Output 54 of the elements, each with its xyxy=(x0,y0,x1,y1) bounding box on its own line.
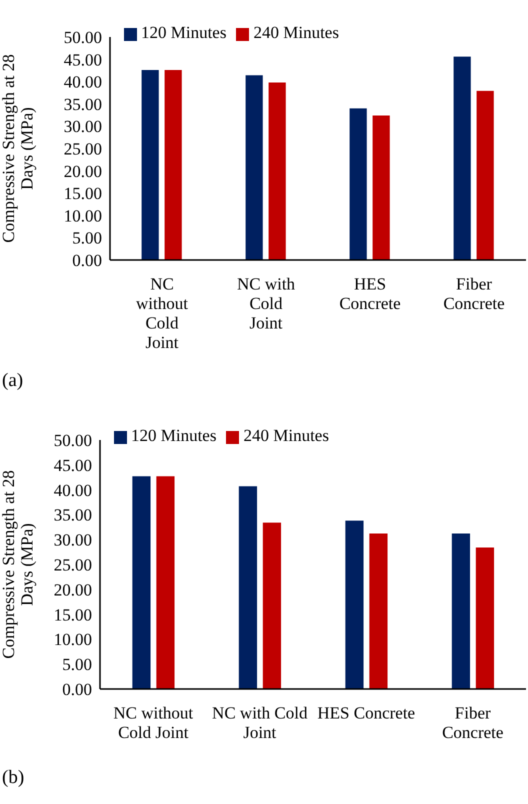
text: (a) xyxy=(2,370,24,392)
y-tick-label: 10.00 xyxy=(64,206,102,226)
y-axis-title: Compressive Strength at 28 Days (MPa) xyxy=(0,54,37,243)
bar xyxy=(368,532,388,689)
x-tick-label: Fiber Concrete xyxy=(443,274,505,313)
bar xyxy=(262,522,282,689)
bar xyxy=(140,69,160,260)
y-tick-label: 35.00 xyxy=(64,94,102,114)
bar xyxy=(156,475,176,689)
bar xyxy=(268,82,287,260)
bar xyxy=(164,69,183,260)
y-tick-label: 10.00 xyxy=(54,630,92,650)
y-tick-label: 50.00 xyxy=(64,28,102,48)
bar xyxy=(475,546,495,689)
y-tick-label: 5.00 xyxy=(72,228,102,248)
y-axis-title: Compressive Strength at 28 Days (MPa) xyxy=(0,470,37,659)
y-tick-label: 40.00 xyxy=(64,72,102,92)
legend-label: 120 Minutes xyxy=(131,426,216,445)
x-tick-label: NC with Cold Joint xyxy=(236,274,296,332)
bar xyxy=(344,520,364,689)
y-tick-label: 25.00 xyxy=(64,140,102,159)
y-tick-label: 40.00 xyxy=(54,480,92,500)
y-tick-label: 20.00 xyxy=(54,580,92,600)
y-tick-label: 15.00 xyxy=(54,605,92,624)
y-tick-label: 35.00 xyxy=(54,506,92,525)
x-tick-label: HES Concrete xyxy=(317,703,416,722)
bar xyxy=(451,532,471,689)
y-tick-label: 30.00 xyxy=(64,117,102,136)
legend-label: 240 Minutes xyxy=(253,23,339,42)
y-tick-label: 30.00 xyxy=(54,530,92,550)
y-tick-label: 0.00 xyxy=(62,680,92,700)
bar xyxy=(452,56,472,260)
bar xyxy=(238,485,258,689)
x-tick-label: HES Concrete xyxy=(339,274,401,313)
y-tick-label: 0.00 xyxy=(72,251,102,270)
x-tick-label: NC without Cold Joint xyxy=(136,274,188,352)
y-tick-label: 50.00 xyxy=(54,431,92,450)
x-tick-label: NC without Cold Joint xyxy=(113,703,194,742)
bar xyxy=(348,108,368,260)
bar xyxy=(372,114,391,260)
y-tick-label: 5.00 xyxy=(62,655,92,674)
text: (b) xyxy=(2,767,26,789)
y-tick-label: 20.00 xyxy=(64,162,102,181)
legend-label: 240 Minutes xyxy=(243,426,329,445)
y-tick-label: 45.00 xyxy=(54,456,92,475)
x-tick-label: NC with Cold Joint xyxy=(212,703,308,742)
x-tick-label: Fiber Concrete xyxy=(442,703,504,742)
y-tick-label: 15.00 xyxy=(64,184,102,204)
bar xyxy=(132,475,152,689)
legend-label: 120 Minutes xyxy=(141,23,226,42)
bar xyxy=(244,74,264,260)
y-tick-label: 45.00 xyxy=(64,50,102,70)
y-tick-label: 25.00 xyxy=(54,556,92,575)
bar xyxy=(476,90,495,260)
